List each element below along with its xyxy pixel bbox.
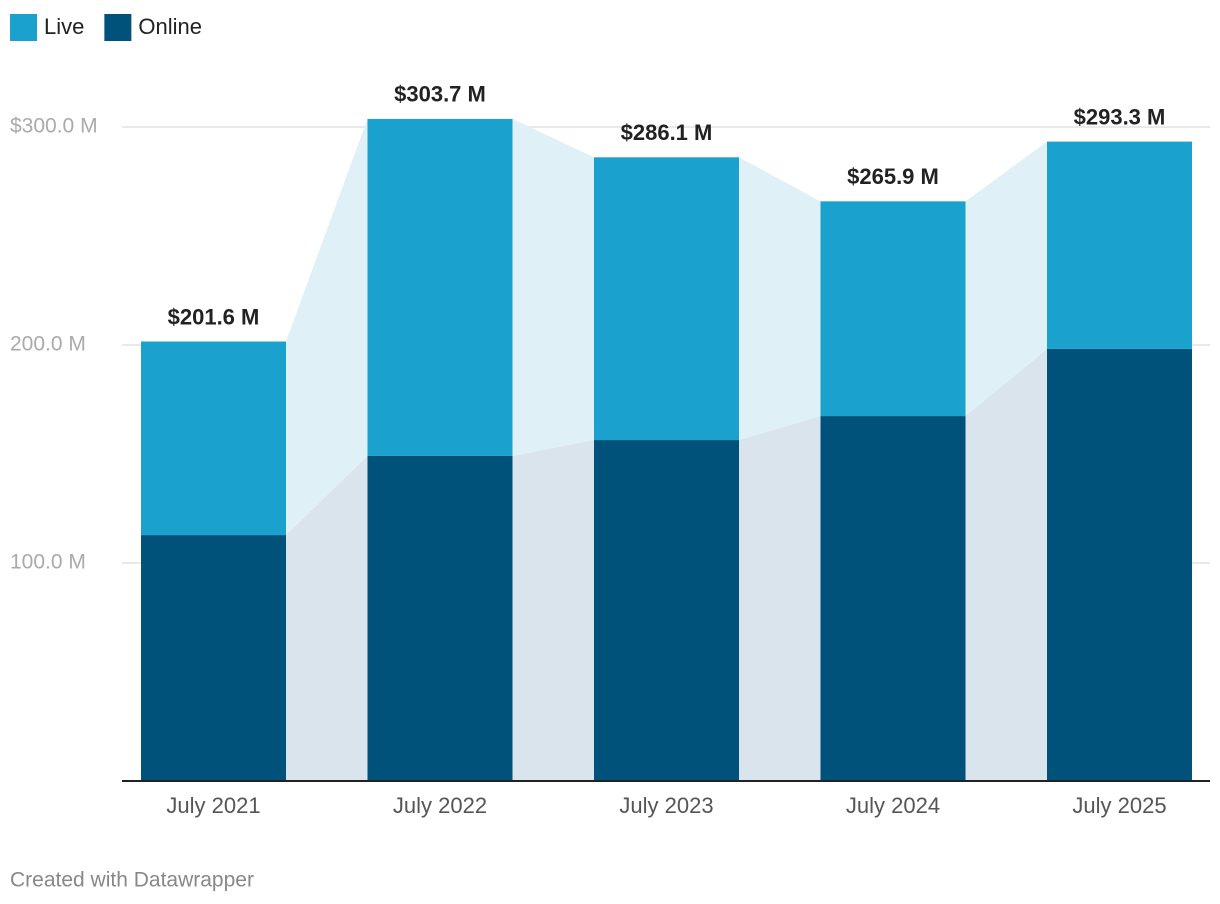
legend-label: Online [138,14,202,39]
footer: Created with Datawrapper [10,869,254,892]
connector-area [739,157,821,441]
connector-area [965,348,1047,781]
bar-segment [1047,141,1192,349]
connector-area [286,455,368,781]
x-tick-label: July 2024 [846,793,940,818]
bar-segment [1047,348,1192,781]
total-label: $286.1 M [621,120,713,145]
connector-area [739,416,821,781]
bar-segment [820,201,966,417]
y-tick-label: 100.0 M [10,551,86,574]
x-tick-label: July 2022 [393,793,487,818]
total-label: $265.9 M [847,164,939,189]
y-tick-label: $300.0 M [10,115,98,138]
x-tick-label: July 2021 [166,793,260,818]
bar-segment [141,341,286,536]
legend-swatch [10,14,37,41]
bar-segment [594,440,739,781]
bar-segment [141,535,286,781]
total-label: $201.6 M [168,304,260,329]
x-tick-label: July 2025 [1072,793,1166,818]
bar-segment [820,416,966,781]
legend-label: Live [44,14,84,39]
total-label: $303.7 M [394,82,486,107]
connector-area [512,440,594,781]
connector-area [965,141,1047,417]
total-label: $293.3 M [1074,104,1166,129]
bar-segment [367,455,513,781]
connector-area [512,118,594,456]
bar-segment [367,118,513,456]
bar-segment [594,157,739,441]
x-tick-label: July 2023 [619,793,713,818]
connector-area [286,118,368,536]
legend-swatch [104,14,132,41]
y-tick-label: 200.0 M [10,333,86,356]
